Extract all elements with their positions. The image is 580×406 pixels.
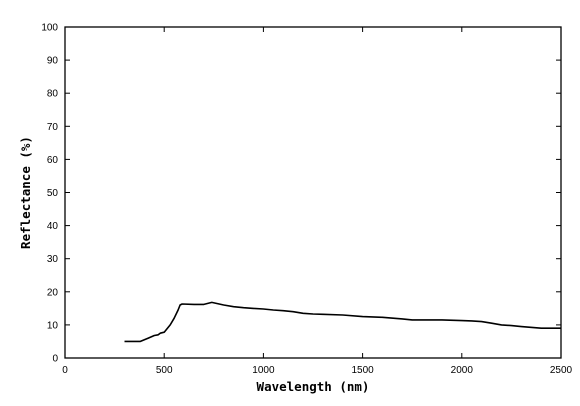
x-tick-label: 2500 (550, 365, 573, 376)
y-tick-labels: 0 10 20 30 40 50 60 70 80 90 100 (41, 23, 58, 365)
y-tick-label: 30 (47, 254, 59, 265)
x-tick-labels: 0 500 1000 1500 2000 2500 (62, 365, 572, 376)
y-axis-title: Reflectance (%) (18, 136, 33, 249)
x-axis-title: Wavelength (nm) (257, 379, 370, 394)
x-tick-label: 2000 (451, 365, 474, 376)
x-tick-label: 0 (62, 365, 68, 376)
y-tick-label: 80 (47, 89, 59, 100)
y-tick-label: 90 (47, 56, 59, 67)
axis-ticks (64, 26, 562, 359)
y-tick-label: 0 (52, 354, 58, 365)
y-tick-label: 70 (47, 122, 59, 133)
y-tick-label: 10 (47, 320, 59, 331)
reflectance-series-line (124, 301, 561, 343)
y-tick-label: 20 (47, 287, 59, 298)
plot-frame (64, 26, 562, 359)
x-tick-label: 1000 (252, 365, 275, 376)
y-tick-label: 100 (41, 23, 58, 34)
x-tick-label: 1500 (351, 365, 374, 376)
y-tick-label: 60 (47, 155, 59, 166)
y-tick-label: 40 (47, 221, 59, 232)
y-tick-label: 50 (47, 188, 59, 199)
x-tick-label: 500 (156, 365, 173, 376)
